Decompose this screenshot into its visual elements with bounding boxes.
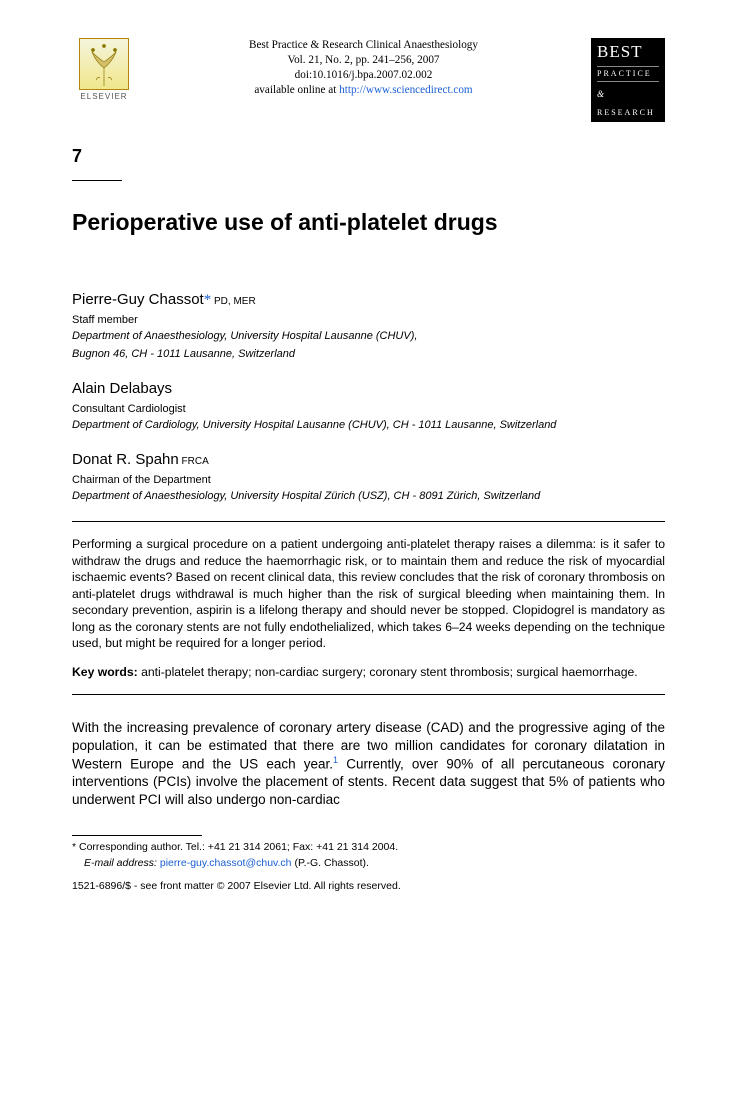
email-suffix: (P.-G. Chassot). [292,857,369,869]
keywords: Key words: anti-platelet therapy; non-ca… [72,664,665,680]
page-header: ELSEVIER Best Practice & Research Clinic… [72,38,665,122]
journal-doi: doi:10.1016/j.bpa.2007.02.002 [144,68,583,83]
author-name: Alain Delabays [72,380,172,397]
publisher-name: ELSEVIER [80,92,127,103]
author-block-2: Alain Delabays Consultant Cardiologist D… [72,379,665,434]
chapter-number: 7 [72,144,665,168]
footnote-rule [72,835,202,836]
author-affiliation-line-1: Department of Anaesthesiology, Universit… [72,329,665,345]
elsevier-tree-icon [79,38,129,90]
author-block-1: Pierre-Guy Chassot* PD, MER Staff member… [72,290,665,363]
availability-prefix: available online at [254,84,339,96]
author-affiliation-line-2: Bugnon 46, CH - 1011 Lausanne, Switzerla… [72,347,665,363]
chapter-rule [72,180,122,181]
abstract-bottom-rule [72,694,665,695]
author-name: Donat R. Spahn [72,451,179,468]
publisher-logo: ELSEVIER [72,38,136,110]
author-affiliation-line-1: Department of Anaesthesiology, Universit… [72,489,665,505]
author-name-row: Donat R. Spahn FRCA [72,450,665,470]
sciencedirect-link[interactable]: http://www.sciencedirect.com [339,84,472,96]
journal-title: Best Practice & Research Clinical Anaest… [144,38,583,53]
corresponding-email-link[interactable]: pierre-guy.chassot@chuv.ch [160,857,292,869]
corresponding-contact: * Corresponding author. Tel.: +41 21 314… [72,840,665,855]
author-credentials: PD, MER [211,296,255,307]
author-role: Consultant Cardiologist [72,402,665,417]
author-name-row: Pierre-Guy Chassot* PD, MER [72,290,665,310]
body-paragraph-1: With the increasing prevalence of corona… [72,719,665,809]
journal-availability: available online at http://www.sciencedi… [144,83,583,98]
author-role: Staff member [72,313,665,328]
keywords-label: Key words: [72,665,138,679]
author-name-row: Alain Delabays [72,379,665,399]
keywords-text: anti-platelet therapy; non-cardiac surge… [138,665,638,679]
badge-line-research: RESEARCH [597,108,655,117]
author-credentials: FRCA [179,456,209,467]
journal-citation: Vol. 21, No. 2, pp. 241–256, 2007 [144,53,583,68]
abstract-text: Performing a surgical procedure on a pat… [72,536,665,651]
badge-amp-row: & RESEARCH [597,84,659,119]
badge-line-practice: PRACTICE [597,66,659,83]
author-name: Pierre-Guy Chassot [72,291,204,308]
author-role: Chairman of the Department [72,473,665,488]
corresponding-email-row: E-mail address: pierre-guy.chassot@chuv.… [72,856,665,871]
author-affiliation-line-1: Department of Cardiology, University Hos… [72,418,665,434]
journal-metadata: Best Practice & Research Clinical Anaest… [136,38,591,98]
copyright-line: 1521-6896/$ - see front matter © 2007 El… [72,879,665,893]
article-title: Perioperative use of anti-platelet drugs [72,207,665,238]
abstract-top-rule [72,521,665,522]
corresponding-footnote: * Corresponding author. Tel.: +41 21 314… [72,840,665,870]
author-block-3: Donat R. Spahn FRCA Chairman of the Depa… [72,450,665,505]
email-label: E-mail address: [84,857,160,869]
badge-ampersand: & [597,89,604,99]
journal-badge: BEST PRACTICE & RESEARCH [591,38,665,122]
badge-line-best: BEST [597,41,659,64]
